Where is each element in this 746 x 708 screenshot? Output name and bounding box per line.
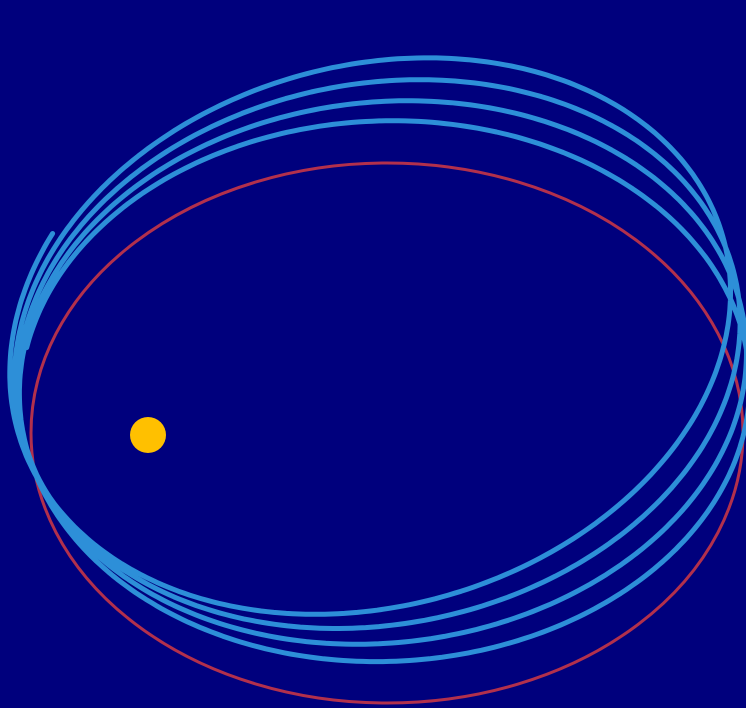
sun [130, 417, 166, 453]
precessing-orbit [7, 55, 746, 665]
